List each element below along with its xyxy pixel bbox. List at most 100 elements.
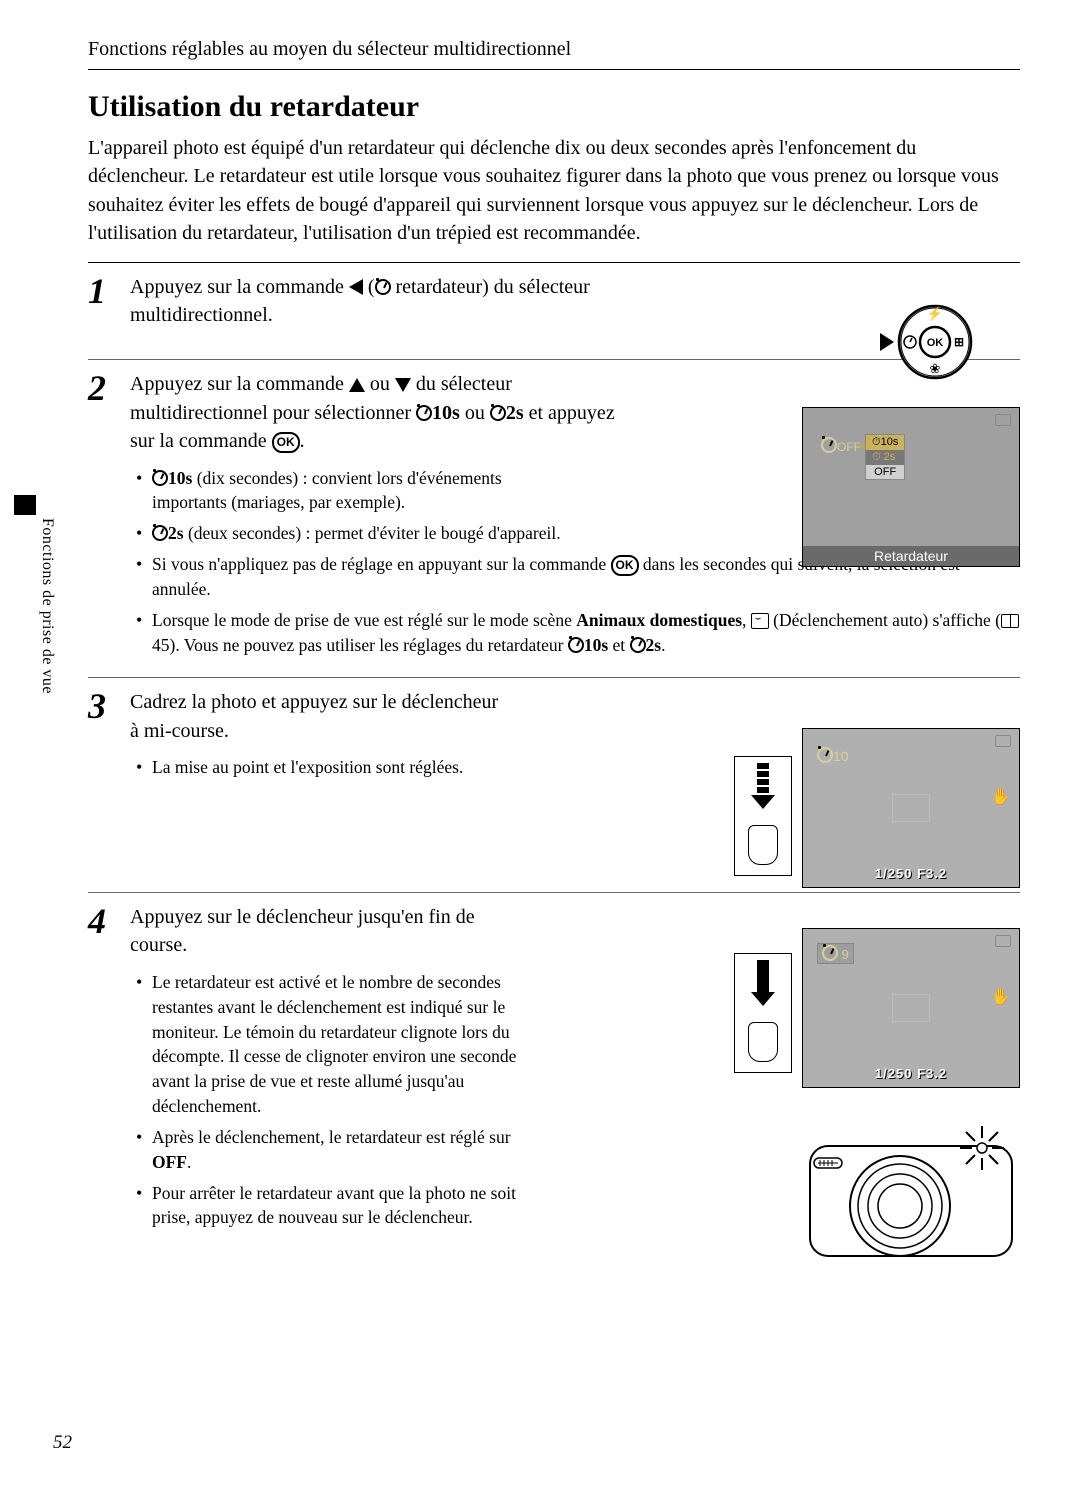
anti-shake-icon: ✋ bbox=[991, 987, 1011, 1007]
t: (Déclenchement auto) s'affiche ( bbox=[769, 610, 1001, 630]
page-title: Utilisation du retardateur bbox=[88, 90, 1020, 124]
countdown-indicator: 9 bbox=[817, 943, 854, 964]
divider bbox=[88, 892, 1020, 893]
step1-text: Appuyez sur la commande ( retardateur) d… bbox=[130, 273, 600, 330]
t: Si vous n'appliquez pas de réglage en ap… bbox=[152, 554, 611, 574]
focus-area-icon bbox=[892, 794, 930, 822]
t: 2s bbox=[646, 635, 662, 655]
t: ou bbox=[365, 373, 395, 395]
step-number: 3 bbox=[88, 688, 116, 786]
svg-text:❀: ❀ bbox=[930, 361, 941, 376]
step2-text: Appuyez sur la commande ou du sélecteur … bbox=[130, 370, 630, 455]
step-number: 4 bbox=[88, 903, 116, 1236]
divider bbox=[88, 69, 1020, 70]
step-number: 2 bbox=[88, 370, 116, 663]
ok-icon: OK bbox=[611, 555, 639, 576]
t: 2s bbox=[506, 402, 524, 424]
t: 10 bbox=[833, 748, 849, 764]
left-arrow-icon bbox=[349, 279, 363, 295]
lcd-countdown-figure: 9 ✋ 1/250 F3.2 bbox=[802, 928, 1020, 1088]
t: 2s bbox=[168, 523, 184, 543]
note: Après le déclenchement, le retardateur e… bbox=[130, 1125, 530, 1175]
divider bbox=[88, 262, 1020, 263]
t: ( bbox=[363, 276, 375, 298]
t: Après le déclenchement, le retardateur e… bbox=[152, 1127, 511, 1147]
step4-text: Appuyez sur le déclencheur jusqu'en fin … bbox=[130, 903, 510, 960]
exposure-readout: 1/250 F3.2 bbox=[803, 866, 1019, 881]
timer-icon bbox=[490, 405, 506, 421]
svg-text:⊞: ⊞ bbox=[954, 335, 964, 349]
down-arrow-icon bbox=[395, 378, 411, 392]
timer-icon bbox=[416, 405, 432, 421]
camera-figure bbox=[802, 1106, 1020, 1286]
note: 2s (deux secondes) : permet d'éviter le … bbox=[130, 521, 600, 546]
page-number: 52 bbox=[53, 1432, 72, 1454]
t: 10s bbox=[584, 635, 608, 655]
t: Animaux domestiques bbox=[576, 610, 742, 630]
shutter-button-icon bbox=[748, 825, 778, 865]
menu-box: ⏱10s ⏱ 2s OFF bbox=[865, 434, 905, 480]
svg-text:⚡: ⚡ bbox=[927, 306, 943, 322]
note: 10s (dix secondes) : convient lors d'évé… bbox=[130, 466, 570, 516]
anti-shake-icon: ✋ bbox=[991, 787, 1011, 807]
note: Lorsque le mode de prise de vue est régl… bbox=[130, 608, 1020, 658]
t: et bbox=[608, 635, 629, 655]
full-press-figure bbox=[734, 953, 792, 1073]
t: 10s bbox=[881, 436, 899, 448]
timer-icon bbox=[152, 470, 168, 486]
t: 9 bbox=[842, 947, 849, 962]
t: Appuyez sur la commande bbox=[130, 276, 349, 298]
t: Appuyez sur la commande bbox=[130, 373, 349, 395]
menu-row: OFF bbox=[866, 465, 904, 479]
book-icon bbox=[1001, 614, 1019, 628]
step-number: 1 bbox=[88, 273, 116, 330]
timer-icon bbox=[568, 637, 584, 653]
section-header: Fonctions réglables au moyen du sélecteu… bbox=[88, 38, 1020, 61]
timer-icon bbox=[630, 637, 646, 653]
lcd-menu-figure: OFF ◀ ⏱10s ⏱ 2s OFF Retardateur bbox=[802, 407, 1020, 567]
exposure-readout: 1/250 F3.2 bbox=[803, 1066, 1019, 1081]
card-icon bbox=[995, 414, 1011, 426]
t: 10s bbox=[168, 468, 192, 488]
timer-icon bbox=[817, 747, 833, 763]
note: La mise au point et l'exposition sont ré… bbox=[130, 755, 510, 780]
pet-icon bbox=[751, 613, 769, 629]
divider bbox=[88, 677, 1020, 678]
svg-text:OK: OK bbox=[927, 337, 944, 349]
t: ou bbox=[460, 402, 490, 424]
timer-icon bbox=[375, 279, 391, 295]
timer-icon bbox=[822, 945, 838, 961]
t: OFF bbox=[152, 1152, 187, 1172]
t: , bbox=[742, 610, 751, 630]
t: 2s bbox=[884, 451, 896, 463]
ok-icon: OK bbox=[272, 432, 300, 453]
t: (deux secondes) : permet d'éviter le bou… bbox=[184, 523, 561, 543]
t: (dix secondes) : convient lors d'événeme… bbox=[152, 468, 502, 513]
t: 10s bbox=[432, 402, 460, 424]
focus-area-icon bbox=[892, 994, 930, 1022]
t: . bbox=[187, 1152, 191, 1172]
off-indicator: OFF bbox=[821, 437, 861, 454]
timer-icon bbox=[152, 525, 168, 541]
t: 45). Vous ne pouvez pas utiliser les rég… bbox=[152, 635, 568, 655]
note: Pour arrêter le retardateur avant que la… bbox=[130, 1181, 530, 1231]
note: Le retardateur est activé et le nombre d… bbox=[130, 970, 530, 1119]
side-tab-label: Fonctions de prise de vue bbox=[38, 518, 56, 694]
lcd-label: Retardateur bbox=[803, 546, 1019, 566]
intro-text: L'appareil photo est équipé d'un retarda… bbox=[88, 134, 1020, 248]
half-press-figure bbox=[734, 756, 792, 876]
multiselector-figure: OK ⚡ ⊞ ❀ bbox=[870, 297, 980, 387]
card-icon bbox=[995, 735, 1011, 747]
menu-row-selected: ⏱10s bbox=[866, 435, 904, 450]
lcd-shooting-figure: 10 ✋ 1/250 F3.2 bbox=[802, 728, 1020, 888]
step3-text: Cadrez la photo et appuyez sur le déclen… bbox=[130, 688, 510, 745]
timer-icon bbox=[821, 437, 837, 453]
card-icon bbox=[995, 935, 1011, 947]
shutter-button-icon bbox=[748, 1022, 778, 1062]
t: OFF bbox=[837, 440, 861, 454]
side-tab-marker bbox=[14, 495, 36, 515]
t: Lorsque le mode de prise de vue est régl… bbox=[152, 610, 576, 630]
menu-row: ⏱ 2s bbox=[866, 450, 904, 465]
timer-indicator: 10 bbox=[817, 747, 849, 764]
up-arrow-icon bbox=[349, 378, 365, 392]
